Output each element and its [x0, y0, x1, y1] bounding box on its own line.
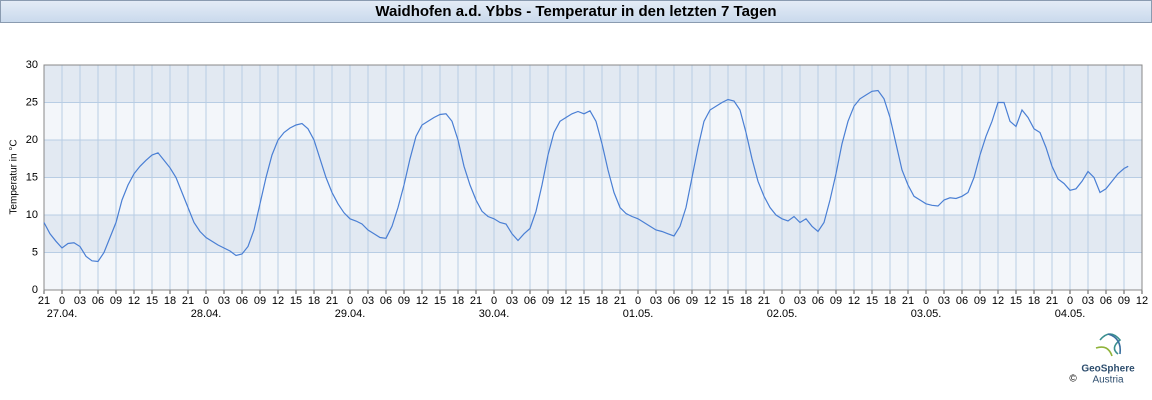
x-tick-label: 09: [1118, 295, 1130, 307]
x-tick-label: 0: [59, 295, 65, 307]
x-tick-label: 06: [1100, 295, 1112, 307]
copyright: ©: [1069, 374, 1077, 385]
x-tick-label: 03: [362, 295, 374, 307]
x-tick-label: 03: [650, 295, 662, 307]
y-tick-label: 5: [32, 246, 38, 258]
x-tick-label: 12: [704, 295, 716, 307]
y-tick-label: 10: [26, 209, 38, 221]
x-tick-label: 21: [614, 295, 626, 307]
x-tick-label: 18: [452, 295, 464, 307]
x-tick-label: 03: [506, 295, 518, 307]
x-tick-label: 21: [326, 295, 338, 307]
x-tick-label: 12: [416, 295, 428, 307]
x-tick-label: 18: [596, 295, 608, 307]
y-tick-label: 25: [26, 96, 38, 108]
x-tick-label: 09: [110, 295, 122, 307]
x-tick-label: 06: [236, 295, 248, 307]
y-tick-label: 15: [26, 171, 38, 183]
x-tick-label: 18: [884, 295, 896, 307]
x-tick-label: 21: [182, 295, 194, 307]
x-tick-label: 06: [812, 295, 824, 307]
x-tick-label: 0: [779, 295, 785, 307]
date-label: 27.04.: [47, 308, 78, 320]
x-tick-label: 06: [524, 295, 536, 307]
date-label: 04.05.: [1055, 308, 1086, 320]
date-label: 02.05.: [767, 308, 798, 320]
x-tick-label: 06: [380, 295, 392, 307]
x-tick-label: 15: [146, 295, 158, 307]
x-tick-label: 18: [740, 295, 752, 307]
x-tick-label: 09: [254, 295, 266, 307]
x-tick-label: 15: [434, 295, 446, 307]
x-tick-label: 09: [830, 295, 842, 307]
x-tick-label: 06: [668, 295, 680, 307]
date-label: 29.04.: [335, 308, 366, 320]
x-tick-label: 15: [1010, 295, 1022, 307]
x-tick-label: 15: [290, 295, 302, 307]
chart-title: Waidhofen a.d. Ybbs - Temperatur in den …: [375, 3, 776, 20]
x-tick-label: 0: [491, 295, 497, 307]
x-tick-label: 03: [74, 295, 86, 307]
date-label: 30.04.: [479, 308, 510, 320]
x-tick-label: 12: [992, 295, 1004, 307]
x-tick-label: 09: [542, 295, 554, 307]
x-tick-label: 15: [866, 295, 878, 307]
grid-band: [44, 215, 1142, 253]
x-tick-label: 0: [923, 295, 929, 307]
x-tick-label: 21: [470, 295, 482, 307]
logo: [1095, 333, 1122, 357]
x-tick-label: 09: [686, 295, 698, 307]
x-tick-label: 06: [92, 295, 104, 307]
x-tick-label: 09: [398, 295, 410, 307]
grid-band: [44, 140, 1142, 178]
y-axis-label: Temperatur in °C: [9, 139, 20, 214]
x-tick-label: 06: [956, 295, 968, 307]
logo-sub: Austria: [1092, 375, 1124, 386]
temperature-line: [43, 89, 1129, 263]
x-tick-label: 12: [272, 295, 284, 307]
date-label: 03.05.: [911, 308, 942, 320]
x-tick-label: 12: [848, 295, 860, 307]
x-tick-label: 03: [1082, 295, 1094, 307]
x-tick-label: 0: [347, 295, 353, 307]
x-tick-label: 12: [1136, 295, 1148, 307]
y-tick-label: 20: [26, 134, 38, 146]
x-tick-label: 09: [974, 295, 986, 307]
x-tick-label: 15: [578, 295, 590, 307]
x-tick-label: 03: [218, 295, 230, 307]
logo-name: GeoSphere: [1081, 364, 1135, 375]
date-label: 28.04.: [191, 308, 222, 320]
x-tick-label: 21: [902, 295, 914, 307]
x-tick-label: 12: [128, 295, 140, 307]
x-tick-label: 03: [938, 295, 950, 307]
x-tick-label: 21: [38, 295, 50, 307]
x-tick-label: 12: [560, 295, 572, 307]
x-tick-label: 0: [1067, 295, 1073, 307]
date-label: 01.05.: [623, 308, 654, 320]
x-tick-label: 21: [1046, 295, 1058, 307]
grid-band: [44, 65, 1142, 103]
y-tick-label: 30: [26, 59, 38, 71]
x-tick-label: 03: [794, 295, 806, 307]
y-tick-label: 0: [32, 284, 38, 296]
x-tick-label: 0: [203, 295, 209, 307]
plot-border: [43, 64, 1143, 291]
x-tick-label: 18: [308, 295, 320, 307]
x-tick-label: 15: [722, 295, 734, 307]
x-tick-label: 0: [635, 295, 641, 307]
x-tick-label: 21: [758, 295, 770, 307]
x-tick-label: 18: [164, 295, 176, 307]
x-tick-label: 18: [1028, 295, 1040, 307]
